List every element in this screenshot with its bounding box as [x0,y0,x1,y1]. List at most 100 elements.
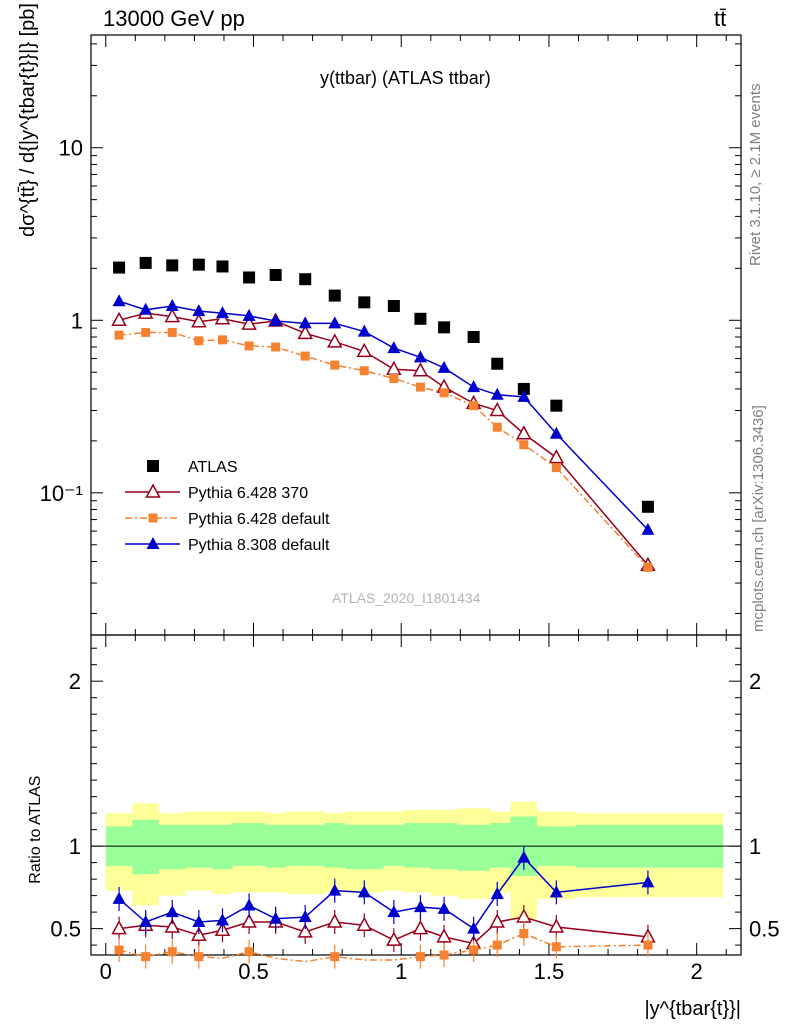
header-left: 13000 GeV pp [103,6,245,31]
point-pythia-6-428-370 [326,333,343,348]
point-atlas [139,256,152,269]
ratio-point-pythia-8-308-default [269,911,283,924]
point-pythia-6-428-370 [516,425,532,440]
point-pythia-8-308-default [269,314,283,327]
point-atlas [113,261,126,274]
main-y-tick-label: 10⁻¹ [40,481,83,506]
point-pythia-6-428-370 [191,313,207,328]
legend-marker [147,460,159,472]
x-tick-label: 0 [100,959,112,984]
watermark: ATLAS_2020_I1801434 [332,590,481,606]
point-atlas [550,399,563,412]
point-pythia-6-428-default [389,373,399,383]
series-line-pythia-6-428-default [118,331,649,568]
point-atlas [414,312,427,325]
point-pythia-6-428-default [492,422,502,432]
ratio-point-pythia-8-308-default [467,921,481,934]
point-pythia-6-428-default [217,335,227,345]
ratio-point-pythia-6-428-370 [489,913,506,928]
ratio-y-axis-label: Ratio to ATLAS [27,776,44,884]
ratio-point-pythia-6-428-370 [436,928,452,943]
ratio-point-pythia-8-308-default [192,915,206,928]
ratio-point-pythia-6-428-default [643,940,653,950]
point-pythia-6-428-370 [297,324,313,340]
ratio-point-pythia-8-308-default [549,885,563,898]
x-tick-label: 0.5 [238,959,269,984]
legend-label: Pythia 6.428 default [188,511,330,528]
ratio-point-pythia-6-428-default [330,952,340,962]
point-atlas [387,299,400,312]
point-atlas [243,271,256,284]
ratio-point-pythia-6-428-370 [386,931,402,946]
ratio-point-pythia-6-428-370 [412,920,429,935]
ratio-point-pythia-6-428-default [469,945,479,955]
ratio-point-pythia-6-428-default [415,952,425,962]
ratio-point-pythia-6-428-default [114,945,124,955]
point-pythia-6-428-default [359,366,369,376]
point-pythia-8-308-default [437,360,451,373]
ratio-y-tick-label-right: 0.5 [749,917,780,942]
point-pythia-8-308-default [549,426,563,439]
legend-marker [146,537,160,549]
ratio-point-pythia-8-308-default [139,915,153,928]
ratio-line-pythia-6-428-370 [118,916,649,945]
ratio-point-pythia-8-308-default [357,885,371,898]
ratio-point-pythia-6-428-370 [164,918,181,933]
point-pythia-6-428-370 [241,315,257,330]
ratio-point-pythia-6-428-370 [326,913,343,928]
point-pythia-8-308-default [165,298,179,311]
point-pythia-8-308-default [139,302,153,315]
point-pythia-6-428-default [300,351,310,361]
ratio-point-pythia-8-308-default [517,850,531,863]
x-tick-label: 1 [395,959,407,984]
point-pythia-6-428-370 [386,360,402,376]
point-pythia-6-428-default [330,360,340,370]
main-title: y(ttbar) (ATLAS ttbar) [320,68,491,88]
point-pythia-6-428-default [415,382,425,392]
point-pythia-6-428-370 [489,401,506,417]
ratio-point-pythia-8-308-default [387,905,401,918]
ratio-point-pythia-6-428-default [519,929,529,939]
point-atlas [269,268,282,281]
ratio-point-pythia-8-308-default [298,910,312,923]
ratio-point-pythia-6-428-370 [548,918,565,933]
point-atlas [192,258,205,271]
point-pythia-6-428-default [643,562,653,572]
point-pythia-6-428-370 [356,342,373,358]
ratio-point-pythia-8-308-default [641,875,655,888]
ratio-y-tick-label-right: 1 [749,834,761,859]
point-pythia-6-428-default [439,388,449,398]
point-pythia-8-308-default [517,389,531,402]
point-atlas [328,289,341,302]
x-tick-label: 2 [691,959,703,984]
point-pythia-8-308-default [413,350,427,363]
main-y-tick-label: 1 [71,308,83,333]
legend-marker [148,513,158,523]
x-axis-label: |y^{tbar{t}}| [644,998,741,1020]
ratio-point-pythia-8-308-default [242,898,256,911]
legend-label: ATLAS [188,459,238,476]
point-pythia-8-308-default [112,294,126,307]
ratio-point-pythia-6-428-default [194,952,204,962]
ratio-point-pythia-8-308-default [215,913,229,926]
point-pythia-8-308-default [215,306,229,319]
ratio-point-pythia-8-308-default [328,883,342,896]
ratio-point-pythia-6-428-default [141,952,151,962]
ratio-point-pythia-6-428-370 [111,920,127,935]
point-atlas [166,259,179,272]
main-y-tick-label: 10 [59,136,83,161]
point-atlas [517,382,530,395]
ratio-point-pythia-6-428-370 [191,926,207,941]
point-pythia-6-428-default [469,401,479,411]
point-pythia-6-428-370 [164,308,181,323]
point-pythia-8-308-default [490,387,504,400]
point-pythia-6-428-370 [548,449,565,464]
legend-label: Pythia 8.308 default [188,537,330,554]
ratio-y-tick-label-left: 0.5 [50,917,81,942]
point-atlas [216,260,229,273]
point-atlas [491,357,504,370]
point-atlas [358,296,371,309]
point-pythia-8-308-default [387,341,401,354]
point-pythia-6-428-370 [111,311,127,327]
